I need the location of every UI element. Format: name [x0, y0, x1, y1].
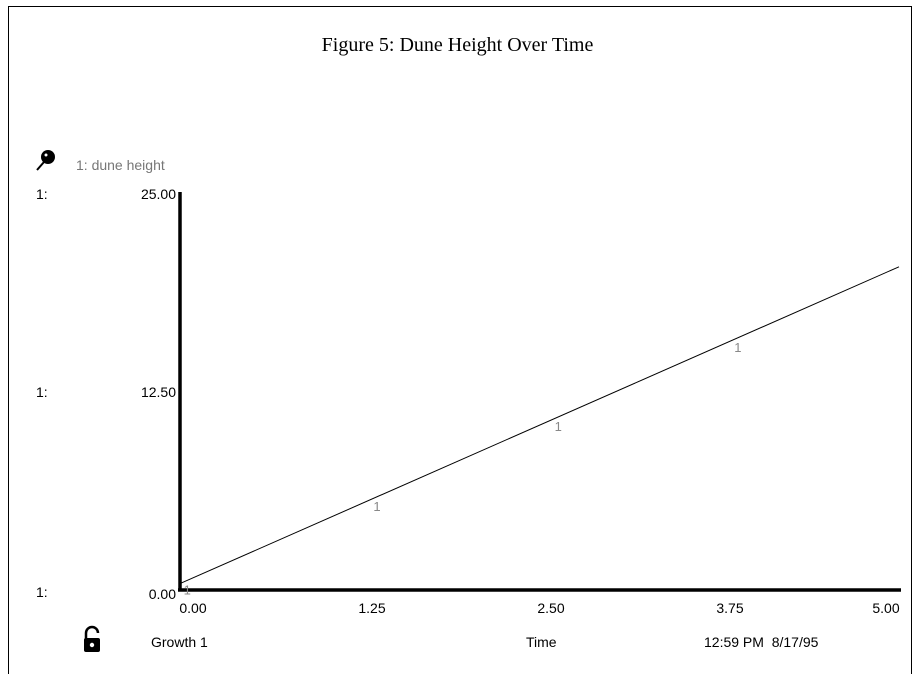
series-marker-label: 1	[555, 419, 562, 434]
chart-title: Figure 5: Dune Height Over Time	[321, 34, 594, 56]
series-marker-label: 1	[734, 340, 741, 355]
timestamp: 12:59 PM 8/17/95	[704, 634, 819, 650]
y-tick-label: 12.50	[140, 384, 176, 400]
x-tick-label: 1.25	[358, 600, 386, 616]
y-tick-label: 0.00	[148, 586, 176, 602]
x-tick-label: 3.75	[716, 600, 744, 616]
x-tick-label: 0.00	[179, 600, 207, 616]
y-axis-prefix-top: 1:	[36, 186, 48, 202]
y-tick-label: 25.00	[140, 186, 176, 202]
x-tick-label: 2.50	[537, 600, 565, 616]
legend-entry-dune-height: 1: dune height	[76, 157, 165, 173]
y-axis-prefix-bottom: 1:	[36, 584, 48, 600]
x-axis-title: Time	[526, 634, 557, 650]
series-marker-label: 1	[184, 583, 191, 598]
chart-frame	[8, 6, 912, 674]
series-line-dune-height	[179, 266, 900, 585]
x-tick-label: 5.00	[872, 600, 900, 616]
series-marker-label: 1	[373, 499, 380, 514]
pin-icon[interactable]	[36, 150, 55, 171]
run-label: Growth 1	[151, 634, 208, 650]
y-axis-prefix-mid: 1:	[36, 384, 48, 400]
unlocked-padlock-icon[interactable]	[84, 625, 100, 652]
